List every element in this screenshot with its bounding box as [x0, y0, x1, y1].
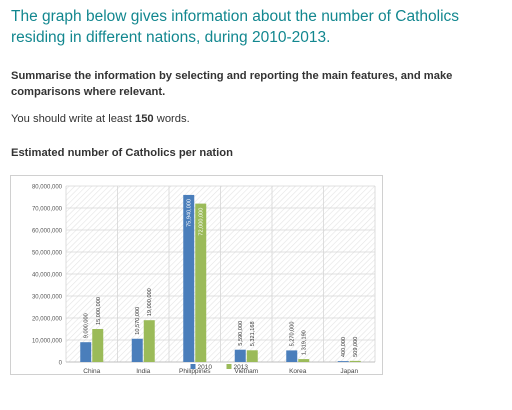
bar-2013-korea: [298, 359, 310, 362]
y-tick-label: 50,000,000: [32, 251, 63, 257]
bar-chart: 0 10,000,000 20,000,000 30,000,000 40,000,00…: [32, 185, 376, 375]
y-tick-label: 20,000,000: [32, 317, 63, 323]
bar-2010-philippines: [183, 194, 195, 362]
word-requirement: You should write at least 150 words.: [11, 113, 190, 125]
data-label: 5,321,168: [250, 321, 256, 346]
data-label: 75,940,000: [187, 199, 193, 227]
y-tick-label: 60,000,000: [32, 229, 63, 235]
y-tick-label: 0: [59, 361, 63, 367]
x-tick-label: Philippines: [179, 368, 211, 375]
bar-2013-india: [143, 320, 155, 362]
bar-2013-philippines: [195, 203, 207, 362]
data-label: 15,000,000: [96, 297, 102, 325]
data-label: 400,000: [341, 337, 347, 357]
legend-label: 2010: [198, 364, 213, 371]
bar-2010-korea: [286, 350, 298, 362]
bar-2013-china: [92, 329, 104, 362]
task-heading: The graph below gives information about …: [11, 8, 460, 46]
task-instructions: Summarise the information by selecting a…: [11, 70, 453, 98]
data-label: 72,000,000: [199, 208, 205, 236]
data-label: 5,590,000: [238, 321, 244, 346]
bar-2013-japan: [349, 360, 361, 362]
bar-2010-india: [131, 338, 143, 362]
bar-2010-vietnam: [234, 349, 246, 362]
legend-swatch-2013: [226, 364, 232, 369]
data-label: 1,319,190: [302, 330, 308, 355]
y-tick-label: 40,000,000: [32, 273, 63, 279]
legend-label: 2013: [234, 364, 249, 371]
x-tick-label: Japan: [340, 368, 358, 375]
bar-2013-vietnam: [246, 350, 258, 362]
x-tick-label: China: [83, 368, 100, 375]
chart-heading: Estimated number of Catholics per nation: [11, 147, 233, 159]
y-tick-label: 80,000,000: [32, 185, 63, 191]
chart-frame: 0 10,000,000 20,000,000 30,000,000 40,000,00…: [10, 175, 383, 375]
word-requirement-prefix: You should write at least: [11, 113, 135, 125]
word-requirement-suffix: words.: [153, 113, 190, 125]
word-count: 150: [134, 113, 154, 125]
bar-2010-japan: [337, 361, 349, 362]
y-tick-label: 30,000,000: [32, 295, 63, 301]
data-label: 19,000,000: [147, 288, 153, 316]
x-tick-label: Korea: [289, 368, 307, 375]
legend-swatch-2010: [190, 364, 196, 369]
y-tick-label: 10,000,000: [32, 339, 63, 345]
data-label: 9,000,000: [84, 313, 90, 338]
y-tick-label: 70,000,000: [32, 207, 63, 213]
x-tick-label: Vietnam: [234, 368, 258, 375]
x-tick-label: India: [136, 368, 150, 375]
data-label: 10,570,000: [135, 307, 141, 335]
data-label: 509,000: [353, 337, 359, 357]
bar-2010-china: [80, 342, 92, 362]
data-label: 5,270,000: [290, 322, 296, 347]
